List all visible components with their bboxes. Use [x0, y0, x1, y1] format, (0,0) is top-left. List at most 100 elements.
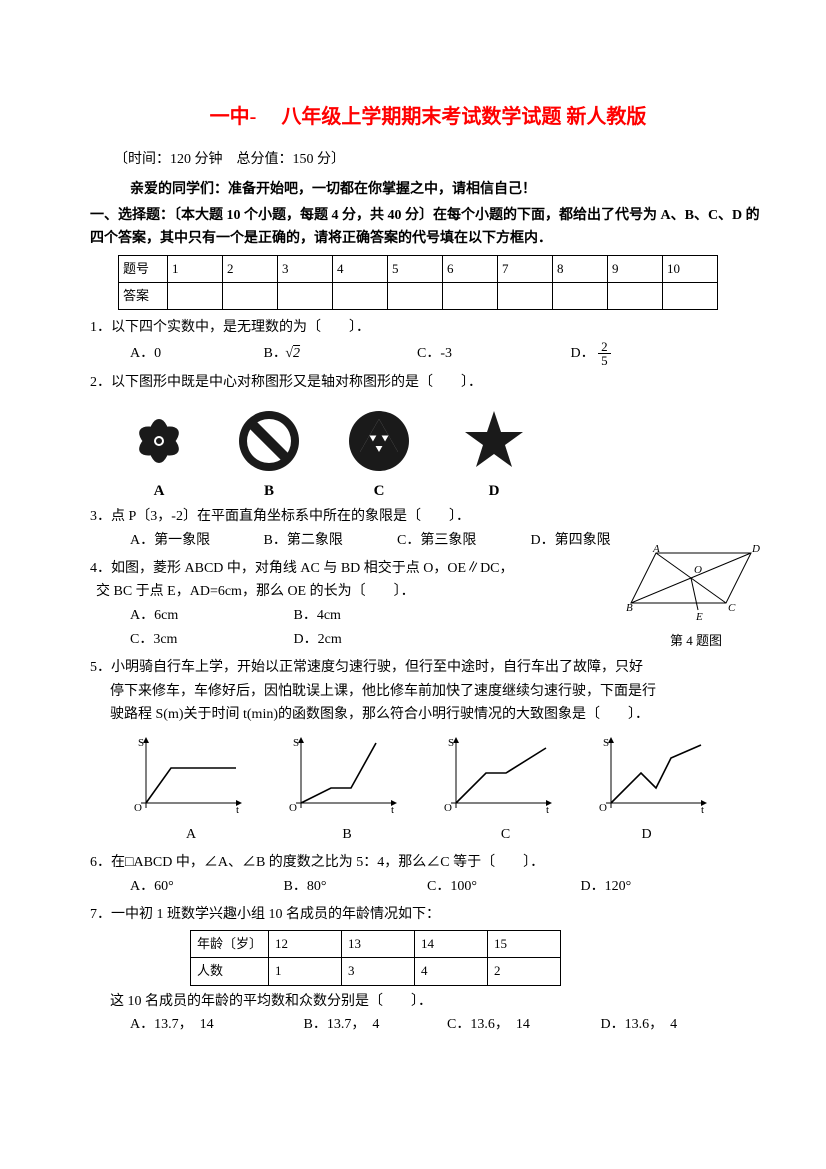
q2-stem: 2．以下图形中既是中心对称图形又是轴对称图形的是〔 〕．	[90, 371, 766, 395]
age-col: 14	[415, 931, 488, 958]
ans-col: 6	[443, 256, 498, 283]
q3-opt-c: C．第三象限	[397, 529, 527, 553]
q3-stem: 3．点 P〔3，-2〕在平面直角坐标系中所在的象限是〔 〕．	[90, 505, 766, 529]
svg-text:t: t	[701, 804, 704, 816]
ans-col: 8	[553, 256, 608, 283]
age-table: 年龄〔岁〕 12 13 14 15 人数 1 3 4 2	[190, 930, 561, 985]
ans-cell	[663, 283, 718, 310]
ans-cell	[608, 283, 663, 310]
age-col: 13	[342, 931, 415, 958]
q5-label-d: D	[587, 823, 707, 847]
svg-text:A: A	[154, 483, 165, 499]
ans-col: 2	[223, 256, 278, 283]
q4-opt-a: A．6cm	[130, 604, 290, 628]
ans-cell	[553, 283, 608, 310]
q5-label-c: C	[428, 823, 583, 847]
svg-text:O: O	[599, 802, 607, 814]
age-col: 4	[415, 958, 488, 985]
q3-opt-a: A．第一象限	[130, 529, 260, 553]
q6-opt-a: A．60°	[130, 875, 280, 899]
answer-table: 题号 1 2 3 4 5 6 7 8 9 10 答案	[118, 255, 718, 310]
svg-text:D: D	[751, 543, 760, 555]
q5-line3: 驶路程 S(m)关于时间 t(min)的函数图象，那么符合小明行驶情况的大致图象…	[110, 703, 766, 727]
age-col: 12	[269, 931, 342, 958]
q5-label-a: A	[116, 823, 266, 847]
q7-stem: 7．一中初 1 班数学兴趣小组 10 名成员的年龄情况如下：	[90, 903, 766, 927]
svg-text:O: O	[289, 802, 297, 814]
q7-opt-b: B．13.7， 4	[304, 1013, 444, 1037]
q5-graphs-svg: S O t S O t S O t	[116, 733, 736, 823]
ans-col: 9	[608, 256, 663, 283]
q6-opt-b: B．80°	[284, 875, 424, 899]
q1-stem: 1．以下四个实数中，是无理数的为〔 〕．	[90, 316, 766, 340]
svg-text:C: C	[374, 483, 385, 499]
q1-opt-a: A．0	[130, 342, 260, 366]
age-col: 15	[488, 931, 561, 958]
svg-text:D: D	[489, 483, 500, 499]
svg-text:A: A	[652, 543, 660, 555]
timing-line: 〔时间：120 分钟 总分值：150 分〕	[114, 148, 766, 172]
q4-opt-d: D．2cm	[294, 628, 342, 652]
ans-cell	[223, 283, 278, 310]
svg-text:O: O	[444, 802, 452, 814]
svg-text:O: O	[694, 564, 702, 576]
svg-text:S: S	[293, 737, 299, 749]
ans-col: 1	[168, 256, 223, 283]
ans-col: 3	[278, 256, 333, 283]
table-row: 人数 1 3 4 2	[191, 958, 561, 985]
q4-figure: A D B C O E 第 4 题图	[626, 543, 766, 652]
svg-text:B: B	[264, 483, 274, 499]
age-col: 2	[488, 958, 561, 985]
age-head2: 人数	[191, 958, 269, 985]
page-title: 一中- 八年级上学期期末考试数学试题 新人教版	[90, 100, 766, 134]
q7-tail: 这 10 名成员的年龄的平均数和众数分别是〔 〕．	[110, 990, 766, 1014]
ans-col: 7	[498, 256, 553, 283]
svg-text:t: t	[546, 804, 549, 816]
ans-row2-head: 答案	[119, 283, 168, 310]
ans-cell	[498, 283, 553, 310]
q6-opt-c: C．100°	[427, 875, 577, 899]
q2-shapes-svg: A B C D	[114, 401, 574, 501]
table-row: 题号 1 2 3 4 5 6 7 8 9 10	[119, 256, 718, 283]
age-col: 1	[269, 958, 342, 985]
q1-opt-b: B． √2	[264, 342, 414, 366]
q5-graphs: S O t S O t S O t	[116, 733, 766, 823]
section1-heading: 一、选择题：〔本大题 10 个小题，每题 4 分，共 40 分〕在每个小题的下面…	[90, 204, 766, 252]
svg-text:S: S	[138, 737, 144, 749]
q1-opt-c: C．-3	[417, 342, 567, 366]
ans-col: 4	[333, 256, 388, 283]
q3-opt-b: B．第二象限	[264, 529, 394, 553]
svg-text:O: O	[134, 802, 142, 814]
svg-text:S: S	[603, 737, 609, 749]
age-col: 3	[342, 958, 415, 985]
q7-opt-d: D．13.6， 4	[601, 1013, 678, 1037]
age-head1: 年龄〔岁〕	[191, 931, 269, 958]
q6-opt-d: D．120°	[581, 875, 632, 899]
q3-opt-d: D．第四象限	[531, 529, 611, 553]
greeting-line: 亲爱的同学们：准备开始吧，一切都在你掌握之中，请相信自己！	[130, 178, 766, 202]
q4-caption: 第 4 题图	[626, 630, 766, 652]
ans-cell	[333, 283, 388, 310]
q5-label-b: B	[270, 823, 425, 847]
ans-cell	[168, 283, 223, 310]
ans-row1-head: 题号	[119, 256, 168, 283]
svg-text:B: B	[626, 602, 633, 614]
q7-opt-c: C．13.6， 14	[447, 1013, 597, 1037]
svg-text:E: E	[695, 611, 703, 623]
q7-opt-a: A．13.7， 14	[130, 1013, 300, 1037]
q5-line1: 5．小明骑自行车上学，开始以正常速度匀速行驶，但行至中途时，自行车出了故障，只好	[90, 656, 766, 680]
q1-opt-d: D． 25	[571, 340, 611, 367]
svg-text:t: t	[236, 804, 239, 816]
ans-cell	[443, 283, 498, 310]
rhombus-icon: A D B C O E	[626, 543, 766, 623]
table-row: 答案	[119, 283, 718, 310]
svg-text:t: t	[391, 804, 394, 816]
q4-opt-c: C．3cm	[130, 628, 290, 652]
q6-stem: 6．在□ABCD 中，∠A、∠B 的度数之比为 5：4，那么∠C 等于〔 〕．	[90, 851, 766, 875]
q4-opt-b: B．4cm	[294, 604, 341, 628]
svg-text:C: C	[728, 602, 736, 614]
ans-col: 5	[388, 256, 443, 283]
svg-text:S: S	[448, 737, 454, 749]
q5-line2: 停下来修车，车修好后，因怕耽误上课，他比修车前加快了速度继续匀速行驶，下面是行	[110, 680, 766, 704]
table-row: 年龄〔岁〕 12 13 14 15	[191, 931, 561, 958]
